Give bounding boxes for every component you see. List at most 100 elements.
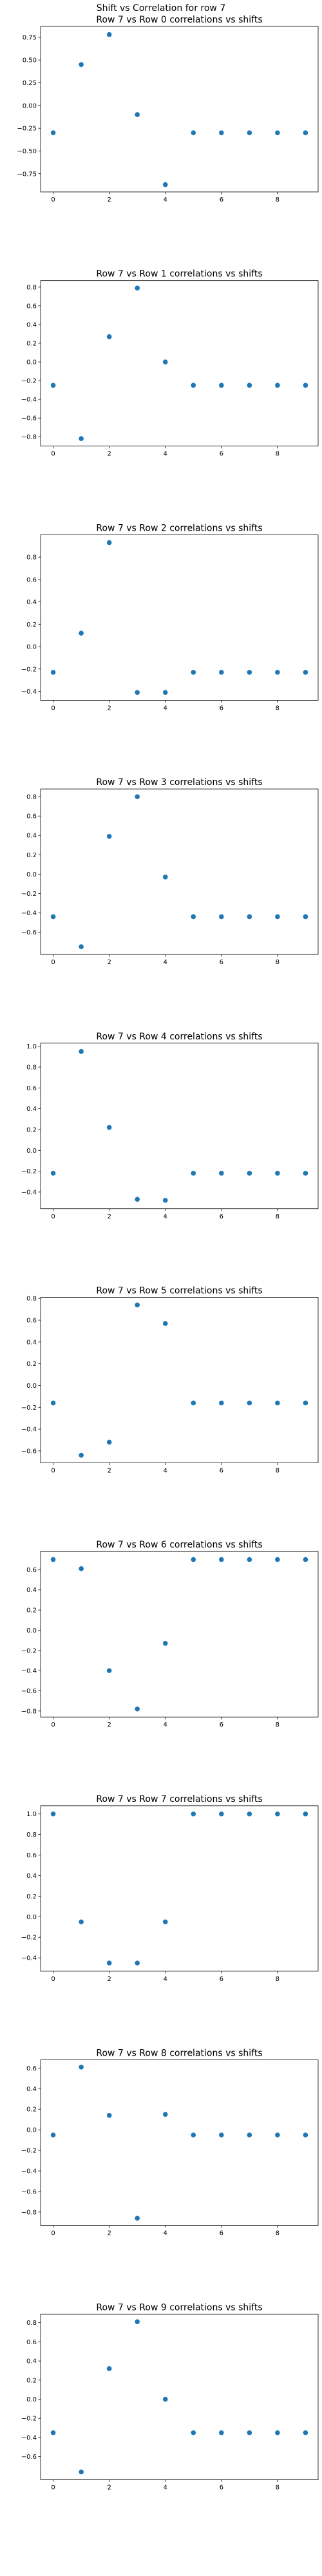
y-tick-label: 0.8 [26,1296,37,1303]
y-tick-label: 0.6 [26,303,37,310]
y-tick-label: 0.4 [26,321,37,328]
data-point [50,1400,56,1406]
data-point [247,130,252,136]
data-point [106,833,112,839]
x-tick-label: 4 [164,1721,167,1728]
x-tick-label: 8 [276,1468,279,1475]
data-point [275,1811,280,1817]
data-point [162,1641,168,1646]
data-point [303,2132,308,2137]
x-tick-label: 6 [220,196,223,204]
x-tick-label: 6 [220,451,223,458]
y-tick-label: −0.2 [21,1168,37,1175]
data-point [275,1557,280,1562]
y-tick-label: 0.6 [26,1852,37,1859]
y-tick-label: 0.2 [26,2377,37,2384]
data-point [303,2430,308,2436]
data-point [275,383,280,388]
y-tick-label: −0.6 [21,2454,37,2461]
y-tick-label: 0.4 [26,2358,37,2365]
y-tick-label: −0.50 [17,148,37,155]
data-point [247,914,252,920]
x-tick-label: 2 [107,1976,111,1983]
y-tick-label: 0.6 [26,576,37,583]
x-tick-label: 2 [107,451,111,458]
y-tick-label: −0.4 [21,688,37,696]
x-tick-label: 4 [164,1468,167,1475]
y-tick-label: −0.8 [21,434,37,441]
data-point [219,383,224,388]
data-point [191,2430,196,2436]
panel-title: Row 7 vs Row 4 correlations vs shifts [96,1032,262,1042]
x-tick-label: 8 [276,1721,279,1728]
data-point [219,914,224,920]
data-point [162,1198,168,1203]
data-point [219,1171,224,1176]
y-tick-label: −0.2 [21,2416,37,2423]
x-tick-label: 2 [107,1468,111,1475]
x-tick-label: 6 [220,1468,223,1475]
data-point [191,1171,196,1176]
y-tick-label: 0.0 [26,871,37,878]
panel-2: Row 7 vs Row 2 correlations vs shifts 0 2 4… [21,523,319,712]
y-tick-label: 0.2 [26,1607,37,1615]
data-point [219,1557,224,1562]
y-tick-label: 0.0 [26,2127,37,2134]
data-point [191,383,196,388]
plot-frame [40,535,319,701]
x-tick-label: 4 [164,705,167,712]
data-point [247,2430,252,2436]
data-point [303,1811,308,1817]
y-tick-label: 0.2 [26,852,37,859]
x-tick-label: 8 [276,196,279,204]
data-point [191,914,196,920]
x-tick-label: 8 [276,2484,279,2491]
x-tick-label: 8 [276,1213,279,1220]
y-tick-label: 0.4 [26,1106,37,1113]
data-point [135,794,140,799]
panel-title: Row 7 vs Row 5 correlations vs shifts [96,1286,262,1296]
data-point [50,2132,56,2137]
y-tick-label: −0.4 [21,397,37,404]
data-point [303,383,308,388]
y-tick-label: 0.4 [26,1873,37,1880]
data-point [162,875,168,880]
y-tick-label: 0.2 [26,1893,37,1900]
data-point [247,670,252,675]
data-point [79,1919,84,1925]
x-tick-label: 0 [51,2230,55,2237]
x-tick-label: 6 [220,1976,223,1983]
x-tick-label: 0 [51,705,55,712]
data-point [191,130,196,136]
x-tick-label: 4 [164,2230,167,2237]
y-tick-label: 0.2 [26,2107,37,2114]
x-tick-label: 2 [107,2230,111,2237]
panel-5: Row 7 vs Row 5 correlations vs shifts 0 2 4… [21,1286,319,1475]
data-point [135,1706,140,1712]
y-tick-label: −0.4 [21,1955,37,1962]
x-tick-label: 6 [220,2484,223,2491]
y-tick-label: 0.4 [26,1339,37,1346]
panel-title: Row 7 vs Row 8 correlations vs shifts [96,2049,262,2059]
data-point [50,914,56,920]
y-tick-label: 0.2 [26,1361,37,1368]
panel-9: Row 7 vs Row 9 correlations vs shifts 0 2 4… [21,2302,319,2491]
y-tick-label: −0.4 [21,1189,37,1196]
y-tick-label: −0.4 [21,2434,37,2441]
data-point [106,334,112,339]
x-tick-label: 0 [51,451,55,458]
y-tick-label: 0.6 [26,1085,37,1092]
y-tick-label: −0.2 [21,1405,37,1412]
data-point [247,1400,252,1406]
y-tick-label: 0.8 [26,1832,37,1839]
data-point [79,944,84,949]
panels: Row 7 vs Row 0 correlations vs shifts 0 2 4… [17,15,319,2491]
data-point [135,2215,140,2221]
x-tick-label: 4 [164,959,167,966]
x-tick-label: 0 [51,959,55,966]
y-tick-label: 0.00 [23,102,37,109]
data-point [275,1171,280,1176]
x-tick-label: 4 [164,196,167,204]
x-tick-label: 2 [107,1213,111,1220]
x-tick-label: 2 [107,1721,111,1728]
